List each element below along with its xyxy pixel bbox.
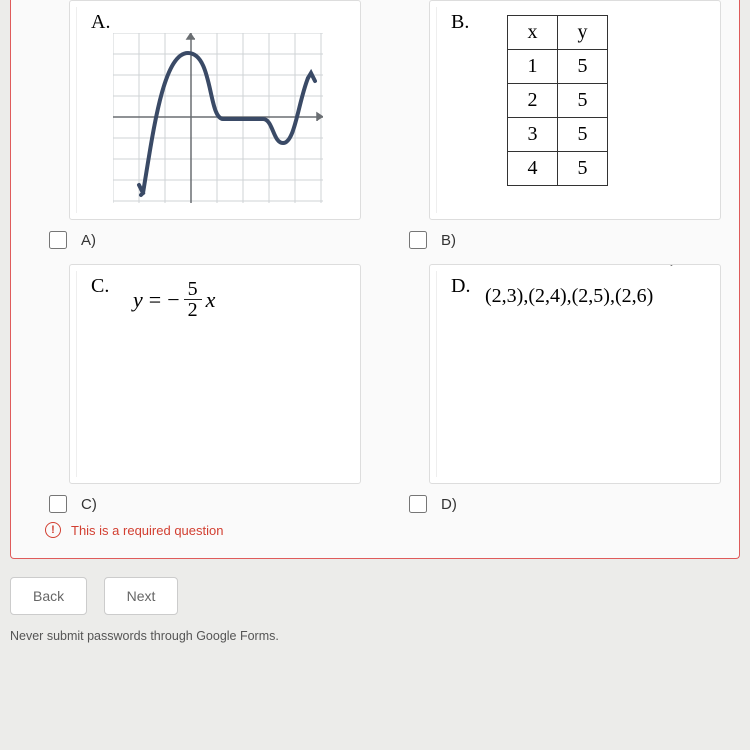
panel-d-label: D. [451, 275, 470, 298]
option-b-block: B. x y 15 25 35 45 B) [381, 0, 729, 252]
table-b: x y 15 25 35 45 [507, 15, 608, 186]
table-row: 15 [508, 50, 608, 84]
checkbox-a[interactable] [49, 231, 67, 249]
graph-a [113, 33, 323, 203]
panel-d-inner: D. (2,3),(2,4),(2,5),(2,6) [436, 271, 714, 477]
checkbox-d-label: D) [441, 496, 457, 513]
option-b-row[interactable]: B) [405, 228, 729, 252]
option-d-block: ➤ D. (2,3),(2,4),(2,5),(2,6) D) [381, 264, 729, 538]
option-c-block: C. y = − 5 2 x C) [21, 264, 369, 538]
required-text: This is a required question [71, 523, 223, 538]
checkbox-d[interactable] [409, 495, 427, 513]
panel-a-label: A. [91, 11, 110, 34]
options-grid: A. [21, 0, 729, 538]
panel-c-inner: C. y = − 5 2 x [76, 271, 354, 477]
fraction: 5 2 [184, 279, 202, 320]
panel-c: C. y = − 5 2 x [69, 264, 361, 484]
checkbox-a-label: A) [81, 232, 96, 249]
checkbox-b[interactable] [409, 231, 427, 249]
question-card: A. [10, 0, 740, 559]
ordered-pairs: (2,3),(2,4),(2,5),(2,6) [485, 285, 653, 308]
table-row: 25 [508, 84, 608, 118]
panel-a-inner: A. [76, 7, 354, 213]
table-row: 35 [508, 118, 608, 152]
next-button[interactable]: Next [104, 577, 179, 615]
table-header: y [558, 16, 608, 50]
checkbox-c-label: C) [81, 496, 97, 513]
back-button[interactable]: Back [10, 577, 87, 615]
alert-icon: ! [45, 522, 61, 538]
panel-a: A. [69, 0, 361, 220]
cursor-icon: ➤ [669, 264, 682, 271]
checkbox-c[interactable] [49, 495, 67, 513]
footer-note: Never submit passwords through Google Fo… [10, 629, 750, 643]
option-c-row[interactable]: C) [45, 492, 369, 516]
table-row: 45 [508, 152, 608, 186]
equation-c: y = − 5 2 x [133, 279, 215, 320]
panel-b-inner: B. x y 15 25 35 45 [436, 7, 714, 213]
panel-c-label: C. [91, 275, 109, 298]
panel-d: ➤ D. (2,3),(2,4),(2,5),(2,6) [429, 264, 721, 484]
option-a-block: A. [21, 0, 369, 252]
table-header: x [508, 16, 558, 50]
panel-b-label: B. [451, 11, 469, 34]
required-warning: ! This is a required question [45, 522, 369, 538]
option-d-row[interactable]: D) [405, 492, 729, 516]
checkbox-b-label: B) [441, 232, 456, 249]
table-row: x y [508, 16, 608, 50]
option-a-row[interactable]: A) [45, 228, 369, 252]
nav-buttons: Back Next [10, 577, 750, 615]
panel-b: B. x y 15 25 35 45 [429, 0, 721, 220]
